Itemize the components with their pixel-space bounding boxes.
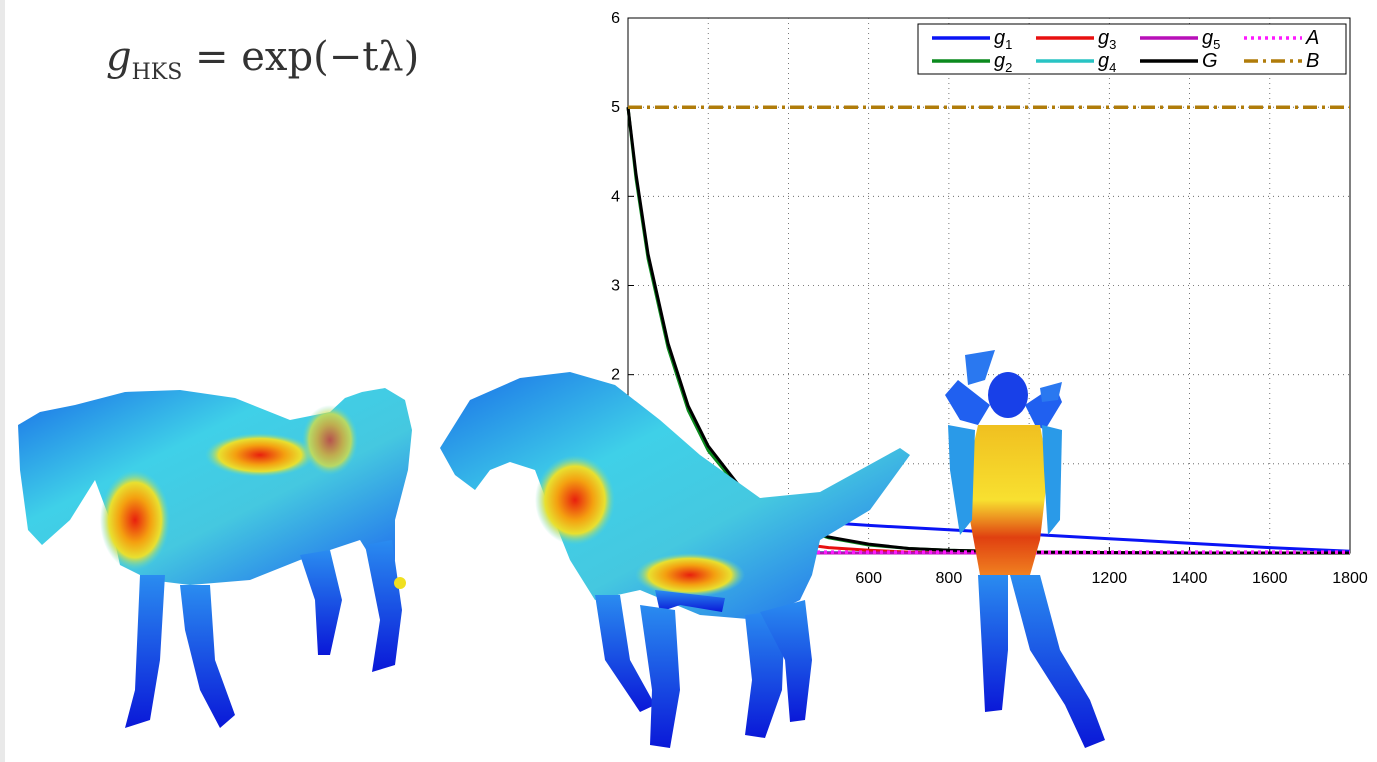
horse-mesh-left	[18, 388, 412, 728]
x-tick-label: 1400	[1172, 570, 1208, 587]
legend-box	[917, 23, 1347, 75]
horse-mesh-middle	[440, 372, 910, 748]
formula-lhs-symbol: g	[106, 34, 132, 80]
legend-label-B: B	[1306, 50, 1319, 72]
legend-label-A: A	[1305, 27, 1319, 49]
formula-heading: gHKS = exp(−tλ)	[106, 34, 419, 85]
x-tick-label: 1600	[1252, 570, 1288, 587]
human-mesh	[945, 350, 1105, 748]
x-tick-label: 1200	[1092, 570, 1128, 587]
formula-rhs: = exp(−tλ)	[195, 34, 420, 80]
legend: g1 g3 g5 Ag2 g4 G B	[917, 23, 1347, 75]
x-tick-label: 1800	[1332, 570, 1368, 587]
y-tick-label: 6	[611, 10, 620, 27]
legend-label-G: G	[1202, 50, 1218, 72]
y-tick-label: 3	[611, 278, 620, 295]
y-tick-labels: 2 3 4 5 6	[611, 10, 634, 384]
formula-lhs-subscript: HKS	[131, 60, 183, 85]
x-tick-label: 600	[855, 570, 882, 587]
left-margin-strip	[0, 0, 5, 762]
y-tick-label: 5	[611, 99, 620, 116]
x-tick-label: 800	[936, 570, 963, 587]
y-tick-label: 2	[611, 367, 620, 384]
y-tick-label: 4	[611, 188, 620, 205]
